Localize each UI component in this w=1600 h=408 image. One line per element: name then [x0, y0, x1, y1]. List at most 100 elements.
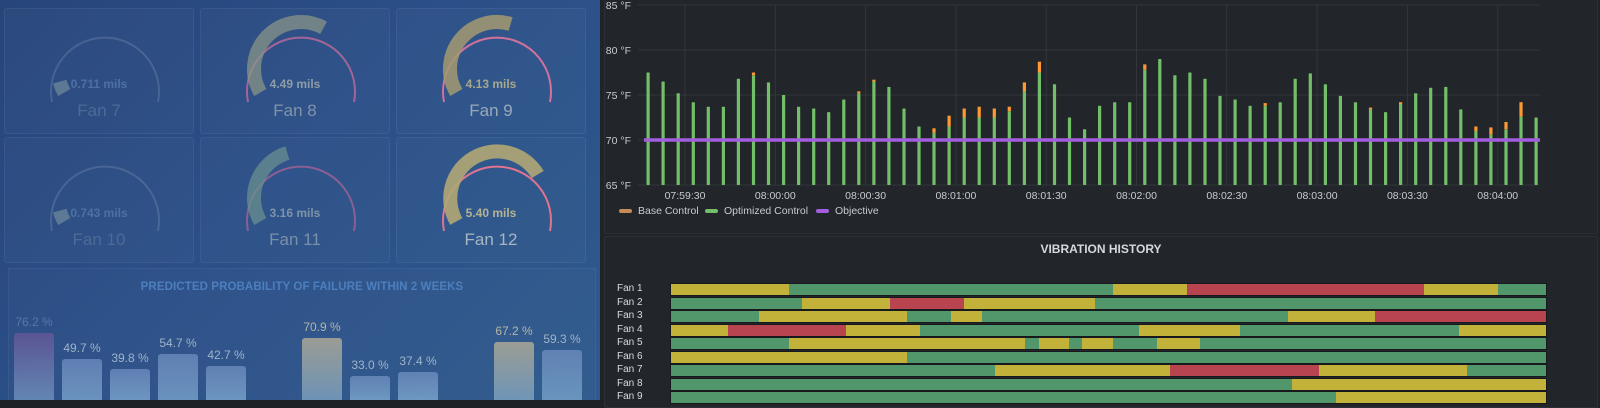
vibration-segment[interactable]	[1025, 338, 1039, 349]
optimized-bar	[1399, 104, 1403, 185]
base-control-bar	[872, 79, 876, 82]
failure-bar[interactable]	[158, 354, 198, 400]
y-tick-label: 75 °F	[606, 90, 631, 102]
vibration-segment[interactable]	[907, 311, 951, 322]
legend-base-control[interactable]: Base Control	[619, 205, 699, 217]
optimized-bar	[1474, 131, 1478, 185]
vibration-segment[interactable]	[981, 311, 1288, 322]
base-control-bar	[1037, 61, 1041, 73]
vibration-segment[interactable]	[1287, 311, 1376, 322]
vibration-timeline[interactable]	[670, 377, 1547, 391]
vibration-timeline[interactable]	[670, 337, 1547, 350]
failure-bar[interactable]	[494, 341, 534, 400]
vibration-segment[interactable]	[951, 311, 982, 322]
failure-bar[interactable]	[398, 371, 438, 400]
vibration-segment[interactable]	[1375, 311, 1546, 322]
vibration-segment[interactable]	[1239, 324, 1459, 336]
vibration-segment[interactable]	[1497, 284, 1546, 295]
vibration-segment[interactable]	[671, 378, 1293, 390]
optimized-bar	[842, 99, 846, 185]
vibration-segment[interactable]	[1156, 338, 1201, 349]
vibration-timeline[interactable]	[670, 323, 1547, 337]
failure-bar[interactable]	[350, 376, 390, 400]
vibration-segment[interactable]	[671, 311, 759, 322]
vibration-timeline[interactable]	[670, 283, 1547, 296]
right-dashboard: 65 °F 70 °F 75 °F 80 °F 85 °F 07:59:30 08:00:0…	[600, 0, 1600, 408]
vibration-timeline[interactable]	[670, 350, 1547, 364]
optimized-bar	[1158, 59, 1162, 185]
optimized-bar	[1504, 129, 1508, 185]
vibration-segment[interactable]	[1139, 324, 1240, 336]
optimized-bar	[977, 117, 981, 185]
vibration-segment[interactable]	[1082, 338, 1113, 349]
vibration-segment[interactable]	[671, 284, 790, 295]
vibration-segment[interactable]	[1467, 365, 1546, 376]
failure-bar-value: 39.8 %	[111, 351, 149, 366]
vibration-segment[interactable]	[671, 351, 908, 363]
failure-bar-value: 42.7 %	[207, 348, 245, 363]
optimized-bar	[736, 78, 740, 185]
vibration-segment[interactable]	[1187, 284, 1424, 295]
vibration-segment[interactable]	[1112, 284, 1188, 295]
base-control-bar	[947, 115, 951, 127]
vibration-segment[interactable]	[920, 324, 1140, 336]
optimized-bar	[1368, 109, 1373, 185]
y-tick-label: 80 °F	[606, 45, 631, 57]
failure-bar[interactable]	[110, 369, 150, 400]
vibration-segment[interactable]	[846, 324, 921, 336]
vibration-segment[interactable]	[907, 351, 1546, 363]
vibration-segment[interactable]	[727, 324, 846, 336]
failure-bar[interactable]	[302, 338, 342, 400]
vibration-segment[interactable]	[802, 297, 890, 309]
failure-bar-value: 67.2 %	[495, 323, 533, 338]
legend-objective[interactable]: Objective	[816, 205, 879, 217]
vibration-segment[interactable]	[994, 365, 1170, 376]
vibration-segment[interactable]	[1318, 365, 1468, 376]
gauge-name: Fan 8	[273, 101, 317, 120]
optimized-bar	[1278, 102, 1282, 185]
failure-bar[interactable]	[542, 349, 582, 400]
vibration-segment[interactable]	[1336, 392, 1546, 403]
optimized-bar	[932, 132, 936, 185]
vibration-segment[interactable]	[789, 284, 1113, 295]
vibration-segment[interactable]	[1292, 378, 1546, 390]
vibration-segment[interactable]	[671, 297, 803, 309]
failure-bar[interactable]	[206, 366, 246, 400]
vibration-segment[interactable]	[789, 338, 1026, 349]
y-tick-label: 85 °F	[606, 0, 631, 12]
vibration-segment[interactable]	[671, 365, 995, 376]
vibration-segment[interactable]	[758, 311, 908, 322]
vibration-segment[interactable]	[1112, 338, 1157, 349]
gauge-name: Fan 9	[469, 101, 513, 120]
gauge-value: 0.743 mils	[70, 206, 128, 220]
vibration-segment[interactable]	[1200, 338, 1546, 349]
vibration-segment[interactable]	[889, 297, 965, 309]
legend-optimized-control[interactable]: Optimized Control	[705, 205, 808, 217]
vibration-timeline[interactable]	[670, 296, 1547, 310]
vibration-segment[interactable]	[671, 324, 728, 336]
gauge-dial	[442, 144, 552, 232]
vibration-timeline[interactable]	[670, 391, 1547, 404]
gauge-fill	[247, 146, 290, 225]
vibration-timeline[interactable]	[670, 364, 1547, 377]
vibration-segment[interactable]	[1069, 338, 1083, 349]
vibration-row-label: Fan 6	[617, 350, 643, 362]
optimized-bar	[1007, 111, 1011, 185]
vibration-segment[interactable]	[1458, 324, 1546, 336]
vibration-segment[interactable]	[1169, 365, 1319, 376]
x-tick-label: 08:03:30	[1387, 190, 1428, 202]
x-tick-label: 08:00:30	[845, 190, 886, 202]
failure-bar[interactable]	[62, 359, 102, 400]
base-control-bar	[1263, 103, 1267, 106]
vibration-segment[interactable]	[1038, 338, 1070, 349]
failure-bar[interactable]	[14, 332, 54, 400]
vibration-segment[interactable]	[964, 297, 1096, 309]
vibration-segment[interactable]	[1423, 284, 1498, 295]
vibration-segment[interactable]	[671, 392, 1336, 403]
vibration-segment[interactable]	[671, 338, 790, 349]
optimized-bar	[646, 72, 650, 185]
vibration-timeline[interactable]	[670, 310, 1547, 323]
optimized-bar	[872, 81, 876, 185]
gauge-fill	[443, 15, 513, 96]
vibration-segment[interactable]	[1095, 297, 1546, 309]
